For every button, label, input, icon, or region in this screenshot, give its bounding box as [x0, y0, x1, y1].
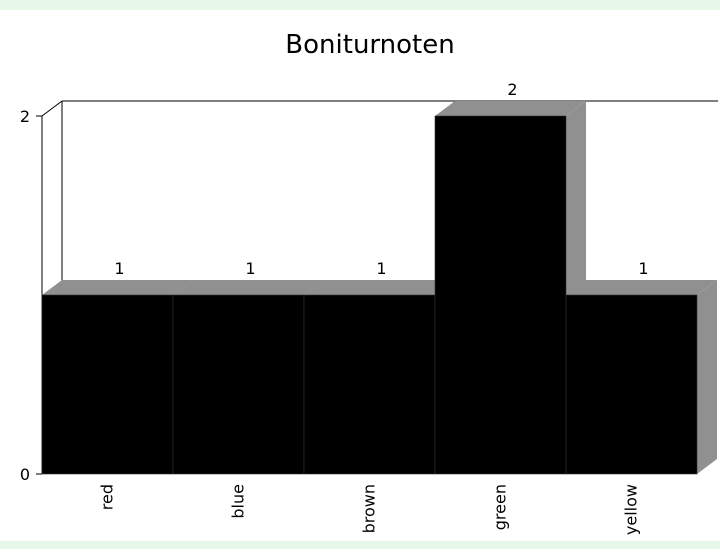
- data-label-brown: 1: [376, 259, 386, 278]
- y-tick-label-2: 2: [20, 107, 30, 126]
- data-label-green: 2: [507, 80, 517, 99]
- category-label-blue: blue: [229, 484, 248, 519]
- top-band: [0, 0, 720, 10]
- depth-edge-top: [41, 100, 63, 117]
- bar-side-yellow: [697, 280, 717, 474]
- bar-top-blue: [173, 280, 324, 295]
- bar-blue: [172, 294, 305, 475]
- category-label-brown: brown: [360, 484, 379, 533]
- bar-top-yellow: [566, 280, 717, 295]
- bar-top-red: [42, 280, 193, 295]
- bottom-band: [0, 541, 720, 549]
- chart-title: Boniturnoten: [285, 30, 454, 60]
- data-label-red: 1: [114, 259, 124, 278]
- bar-red: [41, 294, 174, 475]
- bar-top-brown: [304, 280, 455, 295]
- category-label-green: green: [491, 484, 510, 530]
- bar-top-green: [435, 101, 586, 116]
- category-label-yellow: yellow: [622, 484, 641, 535]
- category-label-red: red: [98, 484, 117, 510]
- bar-green: [434, 115, 567, 475]
- bar-yellow: [565, 294, 698, 475]
- data-label-blue: 1: [245, 259, 255, 278]
- y-tick-label-0: 0: [20, 465, 30, 484]
- data-label-yellow: 1: [638, 259, 648, 278]
- bar-brown: [303, 294, 436, 475]
